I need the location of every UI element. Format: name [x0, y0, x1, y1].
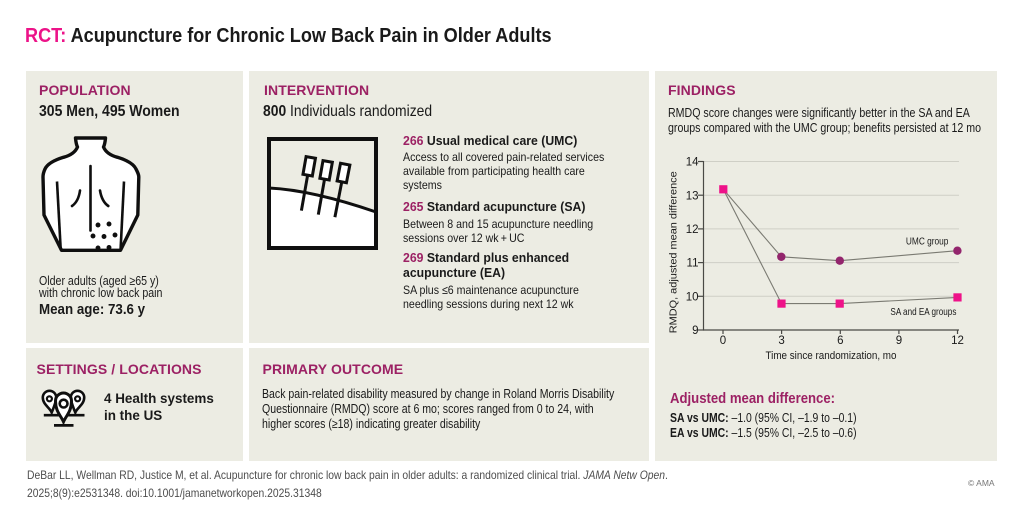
svg-text:SA and EA groups: SA and EA groups	[890, 306, 956, 318]
svg-text:9: 9	[692, 325, 698, 337]
svg-text:11: 11	[687, 258, 699, 270]
svg-text:14: 14	[686, 157, 699, 169]
svg-text:13: 13	[686, 190, 699, 202]
svg-text:Time since randomization, mo: Time since randomization, mo	[766, 350, 897, 362]
svg-text:RMDQ, adjusted mean difference: RMDQ, adjusted mean difference	[668, 171, 680, 333]
svg-text:0: 0	[720, 335, 726, 347]
svg-text:3: 3	[778, 335, 784, 347]
svg-text:UMC group: UMC group	[906, 235, 949, 247]
svg-text:9: 9	[896, 335, 902, 347]
svg-text:12: 12	[686, 224, 699, 236]
svg-text:12: 12	[951, 335, 964, 347]
svg-text:6: 6	[837, 335, 843, 347]
svg-text:10: 10	[686, 291, 699, 303]
